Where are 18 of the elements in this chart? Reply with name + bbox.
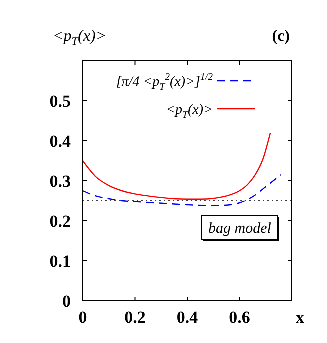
x-tick-label: 0.2 bbox=[124, 308, 146, 327]
line-series bbox=[82, 174, 282, 206]
legend-label: <p$_{T}$(x)> bbox=[166, 103, 213, 121]
y-tick-label: 0.5 bbox=[50, 92, 71, 111]
y-tick-label: 0 bbox=[62, 292, 71, 311]
y-tick-label: 0.2 bbox=[50, 212, 71, 231]
y-tick-label: 0.3 bbox=[50, 172, 71, 191]
y-tick-label: 0.1 bbox=[50, 252, 71, 271]
legend-label: [π/4 <p$_{T}$$^{2}$(x)>]$^{1/2}$ bbox=[116, 72, 214, 93]
y-tick-label: 0.4 bbox=[50, 132, 72, 151]
y-axis-title: <p$_{T}$(x)> bbox=[53, 28, 107, 48]
x-tick-label: 0 bbox=[78, 308, 88, 327]
x-axis-title: x bbox=[296, 308, 305, 327]
x-tick-label: 0.6 bbox=[229, 308, 250, 327]
line-series bbox=[82, 132, 272, 200]
x-tick-label: 0.4 bbox=[176, 308, 199, 327]
annotation: bag model bbox=[208, 221, 272, 237]
text: (c) bbox=[272, 28, 290, 45]
